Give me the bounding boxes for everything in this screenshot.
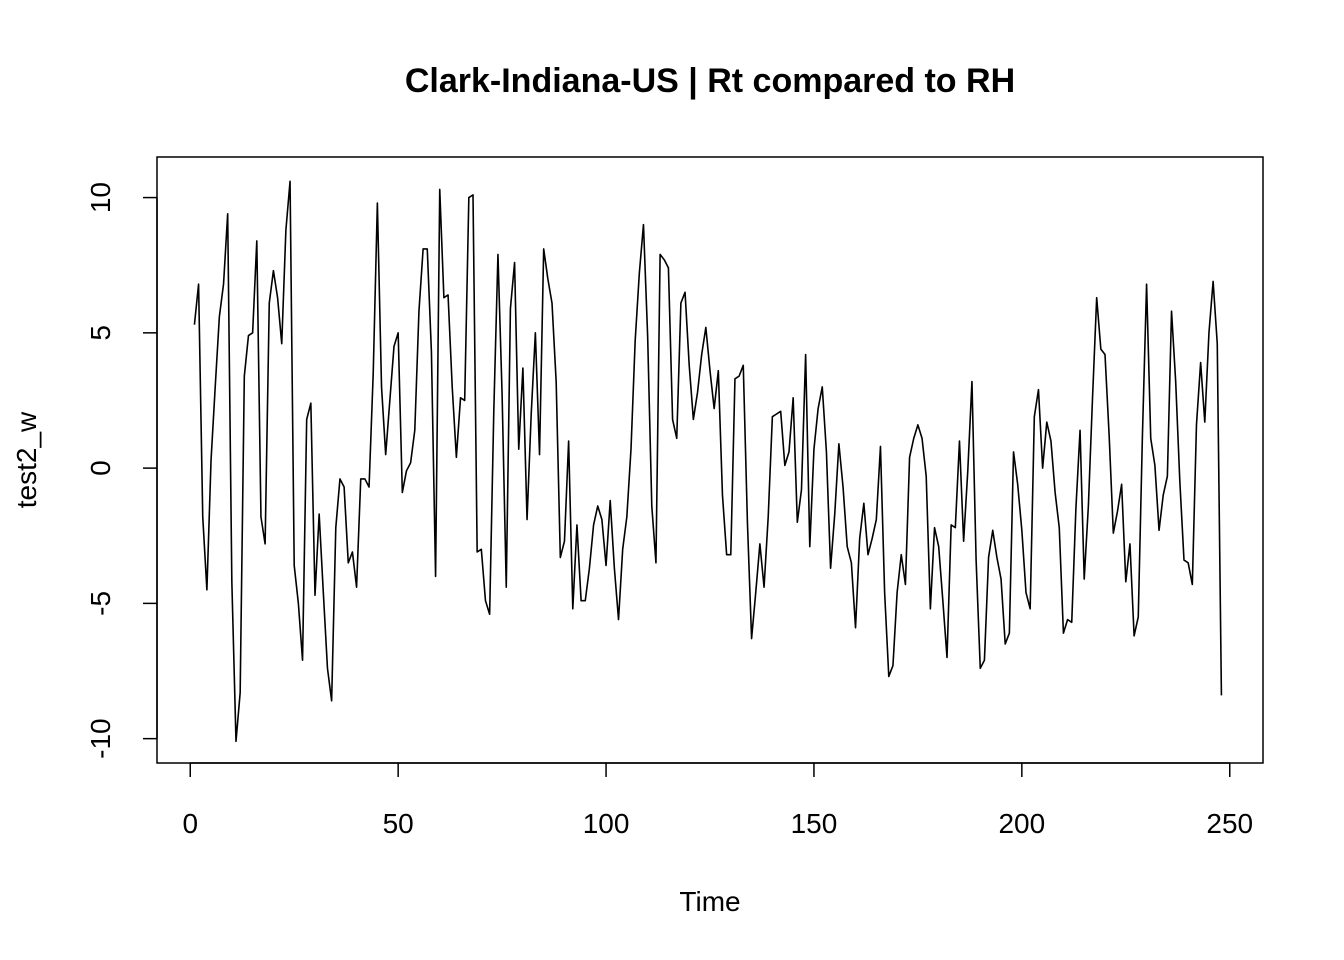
x-axis-label: Time	[679, 886, 740, 917]
y-tick-label: 0	[85, 460, 116, 476]
x-tick-label: 200	[998, 808, 1045, 839]
y-axis: -10 -5 0 5 10	[85, 182, 158, 759]
x-tick-label: 0	[182, 808, 198, 839]
y-tick-label: 10	[85, 182, 116, 213]
chart-title: Clark-Indiana-US | Rt compared to RH	[405, 62, 1015, 100]
x-tick-label: 150	[791, 808, 838, 839]
y-tick-label: -10	[85, 718, 116, 758]
y-axis-label: test2_w	[11, 411, 42, 508]
x-tick-label: 250	[1206, 808, 1253, 839]
x-tick-label: 100	[583, 808, 630, 839]
y-tick-label: -5	[85, 591, 116, 616]
series-line	[193, 180, 1223, 743]
x-tick-label: 50	[383, 808, 414, 839]
plot-frame	[156, 156, 1264, 764]
y-tick-label: 5	[85, 325, 116, 341]
x-axis: 0 50 100 150 200 250	[182, 762, 1253, 839]
